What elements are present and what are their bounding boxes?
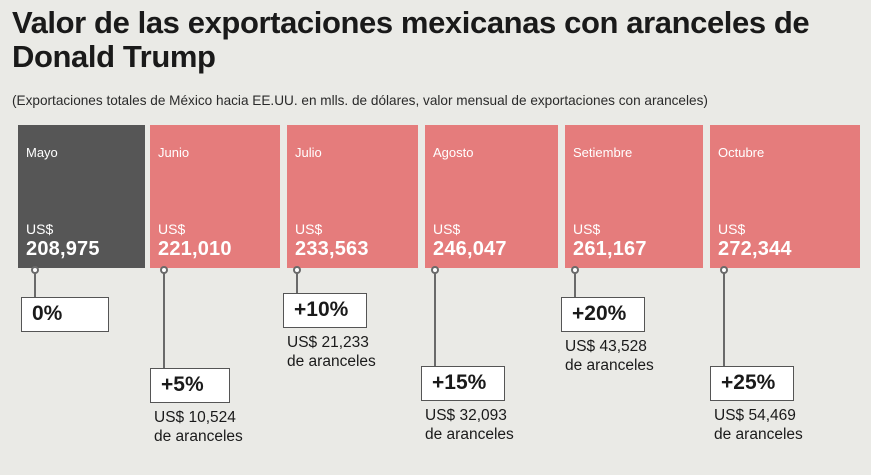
currency-label: US$ [295,221,323,237]
month-label: Junio [158,145,190,160]
connector-dot [31,266,39,274]
export-value: 221,010 [158,238,232,260]
tariff-percent-badge: +15% [421,366,505,401]
connector-dot [720,266,728,274]
export-value: 208,975 [26,238,100,260]
tariff-percent-badge: +25% [710,366,794,401]
tariff-amount-value: US$ 32,093 [425,407,507,424]
month-panel-octubre: Octubre US$ 272,344 [710,125,860,268]
chart-title: Valor de las exportaciones mexicanas con… [12,5,810,74]
connector-line [296,272,298,293]
connector-dot [293,266,301,274]
month-label: Octubre [718,145,765,160]
month-panel-setiembre: Setiembre US$ 261,167 [565,125,703,268]
tariff-amount: US$ 21,233 de aranceles [287,333,376,371]
currency-label: US$ [433,221,461,237]
connector-dot [571,266,579,274]
tariff-amount-value: US$ 54,469 [714,407,796,424]
tariff-amount-value: US$ 10,524 [154,409,236,426]
tariff-amount-suffix: de aranceles [287,353,376,370]
tariff-amount-suffix: de aranceles [425,426,514,443]
month-label: Agosto [433,145,474,160]
export-value: 246,047 [433,238,507,260]
export-value: 261,167 [573,238,647,260]
export-value: 272,344 [718,238,792,260]
currency-label: US$ [158,221,186,237]
connector-line [723,272,725,366]
connector-line [434,272,436,366]
tariff-amount-value: US$ 43,528 [565,338,647,355]
month-panel-julio: Julio US$ 233,563 [287,125,418,268]
tariff-percent-badge: +20% [561,297,645,332]
month-label: Setiembre [573,145,633,160]
month-panel-agosto: Agosto US$ 246,047 [425,125,558,268]
tariff-amount: US$ 32,093 de aranceles [425,406,514,444]
month-label: Mayo [26,145,58,160]
tariff-amount-suffix: de aranceles [154,428,243,445]
connector-line [574,272,576,297]
connector-line [163,272,165,368]
connector-line [34,272,36,297]
tariff-amount-value: US$ 21,233 [287,334,369,351]
tariff-amount: US$ 10,524 de aranceles [154,408,243,446]
currency-label: US$ [573,221,601,237]
connector-dot [160,266,168,274]
tariff-amount: US$ 43,528 de aranceles [565,337,654,375]
tariff-amount: US$ 54,469 de aranceles [714,406,803,444]
month-panel-junio: Junio US$ 221,010 [150,125,280,268]
currency-label: US$ [26,221,54,237]
tariff-percent-badge: +10% [283,293,367,328]
month-label: Julio [295,145,322,160]
tariff-amount-suffix: de aranceles [565,357,654,374]
month-panel-mayo: Mayo US$ 208,975 [18,125,145,268]
export-value: 233,563 [295,238,369,260]
currency-label: US$ [718,221,746,237]
tariff-percent-badge: +5% [150,368,230,403]
connector-dot [431,266,439,274]
tariff-amount-suffix: de aranceles [714,426,803,443]
tariff-percent-badge: 0% [21,297,109,332]
chart-subtitle: (Exportaciones totales de México hacia E… [12,93,708,108]
